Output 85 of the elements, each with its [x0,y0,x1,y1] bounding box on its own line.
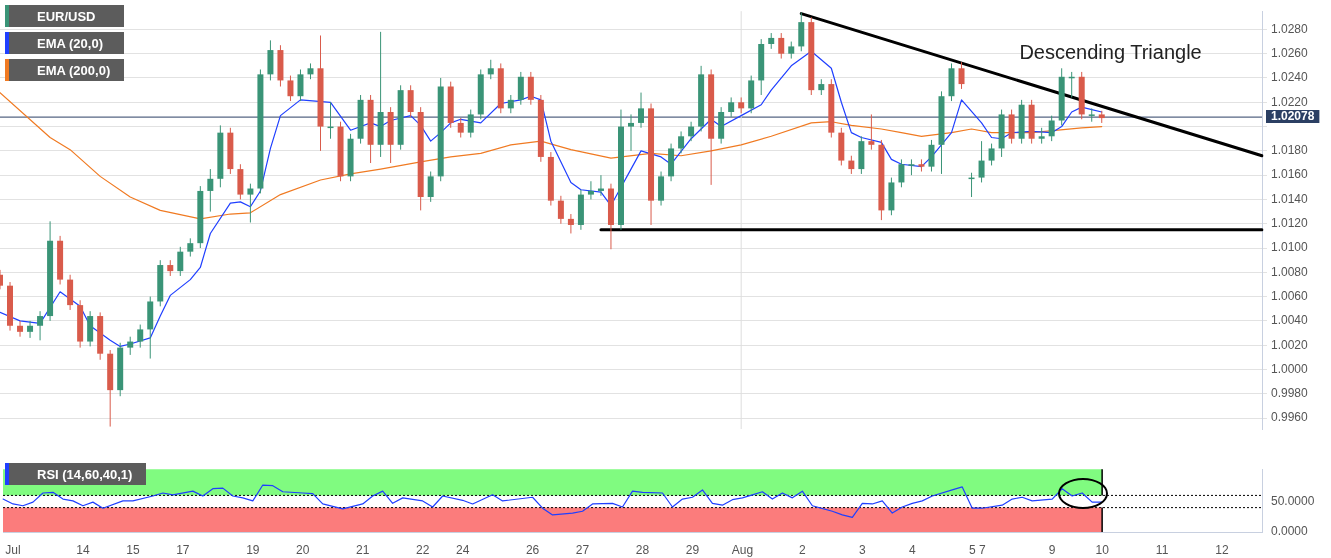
x-tick-label: 12 [1215,542,1230,557]
candlestick [638,92,645,129]
candlestick [1088,107,1095,123]
y-tick-label: 0.9960 [1271,410,1309,425]
candlestick [177,246,184,277]
candlestick [557,195,564,225]
candlestick [467,109,474,139]
candlestick [297,69,304,102]
legend-label: RSI (14,60,40,1) [37,466,133,482]
candlestick [507,94,514,114]
y-tick-label: 1.0020 [1271,337,1309,352]
y-tick-label: 0.9980 [1271,386,1309,401]
y-tick-label: 1.0220 [1271,94,1309,109]
x-tick-label: 21 [356,542,370,557]
y-tick-label: 1.0160 [1271,167,1309,182]
x-tick-label: 26 [525,542,540,557]
candlestick [928,139,935,173]
x-tick-label: Jul [5,542,21,557]
candlestick [567,213,574,234]
x-tick-label: 7 [978,542,986,557]
x-tick-label: 11 [1155,542,1169,557]
y-tick-label: 1.0040 [1271,313,1309,328]
candlestick [17,320,24,338]
x-tick-label: 17 [176,542,190,557]
candlestick [487,59,494,80]
y-tick-label: 1.0100 [1271,240,1309,255]
y-tick-label: 1.0000 [1271,361,1309,376]
legend-label: EUR/USD [37,8,96,24]
candlestick [1048,115,1055,142]
x-tick-label: 10 [1095,542,1110,557]
x-tick-label: 15 [126,542,140,557]
candlestick [187,237,194,258]
candlestick [988,143,995,166]
candlestick [407,84,414,118]
legend-panel: RSI (14,60,40,1) [5,463,147,485]
x-tick-label: 19 [246,542,260,557]
x-tick-label: 27 [575,542,590,557]
x-tick-label: 4 [908,542,916,557]
x-tick-label: 20 [296,542,310,557]
candlestick [848,155,855,175]
x-tick-label: Aug [731,542,754,557]
x-tick-label: 2 [799,542,807,557]
y-tick-label: 1.0180 [1271,143,1309,158]
y-tick-label: 1.0140 [1271,191,1309,206]
candlestick [678,130,685,154]
x-tick-label: 28 [635,542,650,557]
x-tick-label: 5 [968,542,976,557]
candlestick [127,336,134,356]
candlestick [587,180,594,200]
candlestick [247,183,254,224]
candlestick [287,75,294,102]
candlestick [517,71,524,106]
x-tick-label: 3 [858,542,866,557]
ref-line-label: 1.02078 [1271,109,1315,124]
candlestick [37,310,44,341]
y-tick-label: 50.0000 [1271,493,1315,508]
candlestick [898,158,905,188]
candlestick [978,140,985,183]
x-tick-label: 29 [685,542,700,557]
candlestick [137,324,144,349]
y-tick-label: 1.0280 [1271,21,1309,36]
y-tick-label: 1.0260 [1271,46,1309,61]
candlestick [207,168,214,213]
candlestick [527,71,534,106]
candlestick [868,113,875,151]
x-tick-label: 22 [415,542,430,557]
candlestick [457,117,464,139]
y-tick-label: 1.0240 [1271,70,1309,85]
candlestick [688,121,695,142]
y-tick-label: 1.0080 [1271,264,1309,279]
candlestick [728,96,735,118]
y-tick-label: 1.0120 [1271,216,1309,231]
x-tick-label: 14 [76,542,90,557]
legend-label: EMA (20,0) [37,35,103,51]
y-tick-label: 0.0000 [1271,524,1309,539]
candlestick [427,171,434,203]
candlestick [27,320,34,339]
x-tick-label: 9 [1048,542,1056,557]
y-tick-label: 1.0060 [1271,288,1309,303]
x-tick-label: 24 [455,542,470,557]
legend-label: EMA (200,0) [37,62,111,78]
annotation: Descending Triangle [1019,40,1202,63]
candlestick [958,61,965,90]
candlestick [628,113,634,152]
candlestick [778,32,785,60]
